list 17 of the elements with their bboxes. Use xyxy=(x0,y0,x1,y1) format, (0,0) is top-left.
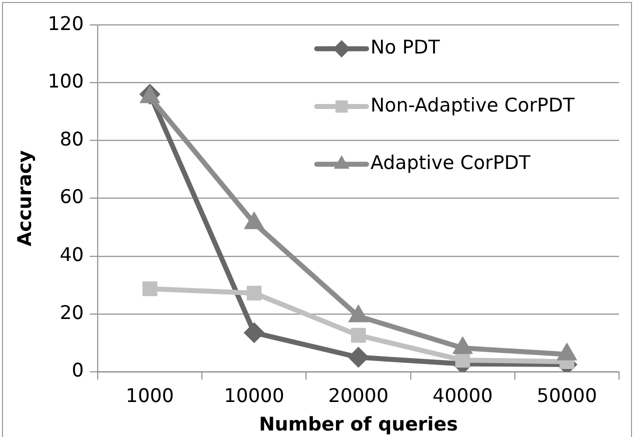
y-tick-label: 100 xyxy=(48,70,84,93)
x-tick-label: 1000 xyxy=(126,384,174,407)
y-tick-label: 20 xyxy=(60,302,84,324)
y-axis-title: Accuracy xyxy=(14,150,36,246)
y-tick-label: 120 xyxy=(48,12,84,35)
y-tick-label: 40 xyxy=(60,244,84,266)
y-tick-label: 80 xyxy=(60,128,84,150)
legend-label: No PDT xyxy=(370,36,440,59)
x-tick-label: 40000 xyxy=(432,384,493,407)
x-tick-label: 10000 xyxy=(224,384,284,407)
legend-label: Non-Adaptive CorPDT xyxy=(370,94,575,116)
y-tick-label: 60 xyxy=(60,186,84,208)
legend-label: Adaptive CorPDT xyxy=(370,152,531,174)
y-tick-label: 0 xyxy=(72,360,84,382)
x-tick-label: 20000 xyxy=(328,384,388,407)
x-tick-label: 50000 xyxy=(536,384,598,407)
x-axis-title: Number of queries xyxy=(258,414,458,436)
